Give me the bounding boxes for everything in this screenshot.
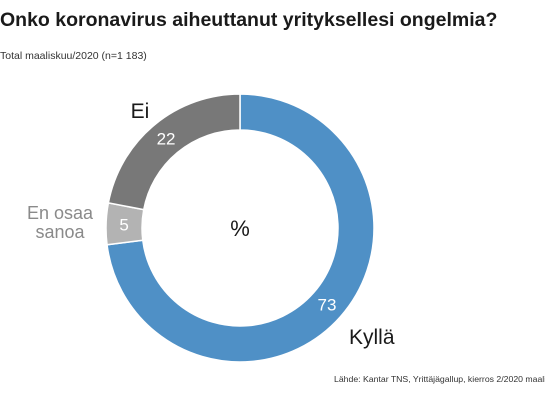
slice-label-kyll: Kyllä — [349, 326, 395, 349]
slice-label-ei: Ei — [131, 100, 150, 123]
source-note: Lähde: Kantar TNS, Yrittäjägallup, kierr… — [334, 374, 545, 384]
donut-slice-kyll — [106, 93, 375, 363]
donut-center-label: % — [230, 216, 250, 241]
slice-label-en-osaa-sanoa: En osaa sanoa — [27, 203, 94, 242]
chart-title: Onko koronavirus aiheuttanut yritykselle… — [0, 9, 498, 31]
donut-slice-ei — [107, 93, 241, 211]
slice-value-ei: 22 — [157, 130, 176, 149]
slice-value-kyll: 73 — [318, 296, 337, 315]
slice-value-en-osaa-sanoa: 5 — [119, 215, 128, 234]
chart-subtitle: Total maaliskuu/2020 (n=1 183) — [0, 50, 147, 62]
